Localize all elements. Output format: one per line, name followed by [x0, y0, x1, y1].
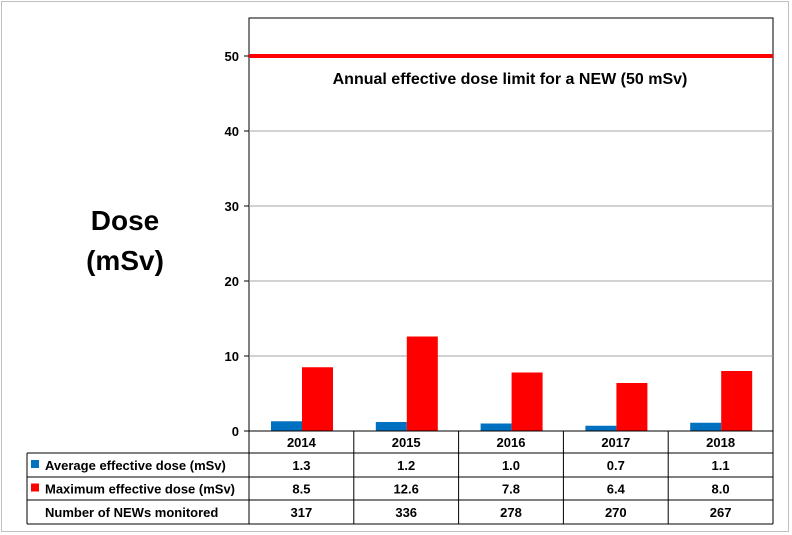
news-count-2018: 267 — [710, 505, 732, 520]
bar-maximum-2014 — [302, 367, 333, 431]
x-tick-label-2015: 2015 — [392, 435, 421, 450]
data-label-maximum-2015: 12.6 — [394, 482, 419, 497]
y-tick-label-20: 20 — [225, 274, 239, 289]
y-tick-label-10: 10 — [225, 349, 239, 364]
legend-key-average — [31, 460, 39, 468]
data-label-maximum-2018: 8.0 — [712, 482, 730, 497]
legend-key-maximum — [31, 483, 39, 492]
x-tick-label-2018: 2018 — [706, 435, 735, 450]
news-count-2015: 336 — [395, 505, 417, 520]
y-tick-label-50: 50 — [225, 49, 239, 64]
data-label-maximum-2014: 8.5 — [292, 482, 310, 497]
bar-maximum-2015 — [406, 336, 438, 431]
data-label-average-2016: 1.0 — [502, 458, 520, 473]
data-label-average-2015: 1.2 — [397, 458, 415, 473]
news-count-2016: 278 — [500, 505, 522, 520]
legend-label-maximum: Maximum effective dose (mSv) — [45, 482, 235, 497]
bar-average-2016 — [480, 423, 512, 431]
x-tick-label-2014: 2014 — [287, 435, 317, 450]
x-tick-label-2017: 2017 — [601, 435, 630, 450]
bar-average-2014 — [271, 421, 302, 431]
data-label-average-2014: 1.3 — [292, 458, 310, 473]
limit-line-annotation: Annual effective dose limit for a NEW (5… — [333, 71, 688, 88]
bar-maximum-2018 — [721, 371, 753, 431]
y-tick-label-30: 30 — [225, 199, 239, 214]
bar-average-2017 — [585, 425, 617, 431]
bar-average-2015 — [375, 422, 407, 431]
data-label-average-2017: 0.7 — [607, 458, 625, 473]
bar-maximum-2017 — [616, 383, 648, 431]
plot-area — [248, 17, 774, 432]
news-count-2017: 270 — [605, 505, 627, 520]
y-tick-label-40: 40 — [225, 124, 239, 139]
bar-maximum-2016 — [511, 372, 543, 431]
x-tick-label-2016: 2016 — [497, 435, 526, 450]
data-label-maximum-2016: 7.8 — [502, 482, 520, 497]
legend-label-average: Average effective dose (mSv) — [45, 458, 226, 473]
table-row-label-news: Number of NEWs monitored — [45, 505, 218, 520]
y-axis-label-line2: (mSv) — [86, 245, 164, 276]
data-label-average-2018: 1.1 — [712, 458, 730, 473]
data-label-maximum-2017: 6.4 — [607, 482, 626, 497]
y-tick-label-0: 0 — [232, 424, 239, 439]
news-count-2014: 317 — [291, 505, 313, 520]
bar-average-2018 — [690, 422, 722, 431]
y-axis-label-line1: Dose — [90, 205, 160, 236]
